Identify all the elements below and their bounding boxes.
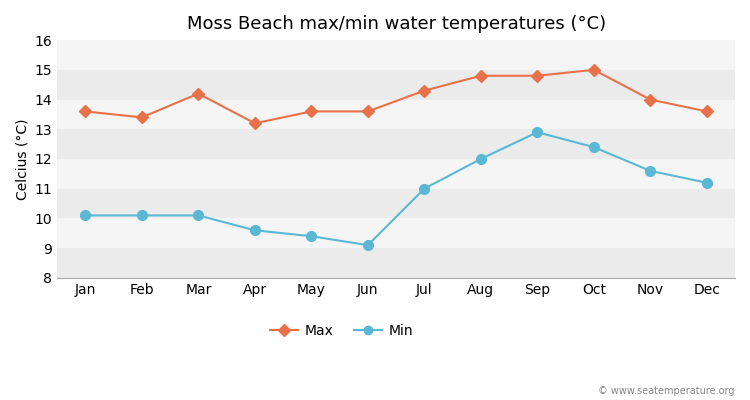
- Min: [590, 145, 598, 150]
- Bar: [57, 248, 735, 278]
- Min: [363, 243, 372, 248]
- Max: [137, 115, 146, 120]
- Min: [476, 156, 485, 161]
- Max: [420, 88, 429, 93]
- Bar: [57, 100, 735, 129]
- Max: [307, 109, 316, 114]
- Bar: [57, 218, 735, 248]
- Min: [81, 213, 90, 218]
- Bar: [57, 189, 735, 218]
- Min: [702, 180, 711, 185]
- Min: [646, 168, 655, 173]
- Bar: [57, 129, 735, 159]
- Max: [81, 109, 90, 114]
- Max: [590, 68, 598, 72]
- Bar: [57, 159, 735, 189]
- Max: [532, 73, 542, 78]
- Title: Moss Beach max/min water temperatures (°C): Moss Beach max/min water temperatures (°…: [187, 15, 606, 33]
- Min: [251, 228, 260, 233]
- Bar: [57, 70, 735, 100]
- Line: Max: Max: [81, 66, 711, 128]
- Min: [420, 186, 429, 191]
- Max: [702, 109, 711, 114]
- Min: [307, 234, 316, 239]
- Min: [532, 130, 542, 135]
- Max: [194, 91, 203, 96]
- Max: [476, 73, 485, 78]
- Min: [137, 213, 146, 218]
- Y-axis label: Celcius (°C): Celcius (°C): [15, 118, 29, 200]
- Bar: [57, 40, 735, 70]
- Max: [646, 97, 655, 102]
- Max: [251, 121, 260, 126]
- Line: Min: Min: [80, 127, 712, 250]
- Text: © www.seatemperature.org: © www.seatemperature.org: [598, 386, 735, 396]
- Min: [194, 213, 203, 218]
- Max: [363, 109, 372, 114]
- Legend: Max, Min: Max, Min: [265, 318, 419, 343]
